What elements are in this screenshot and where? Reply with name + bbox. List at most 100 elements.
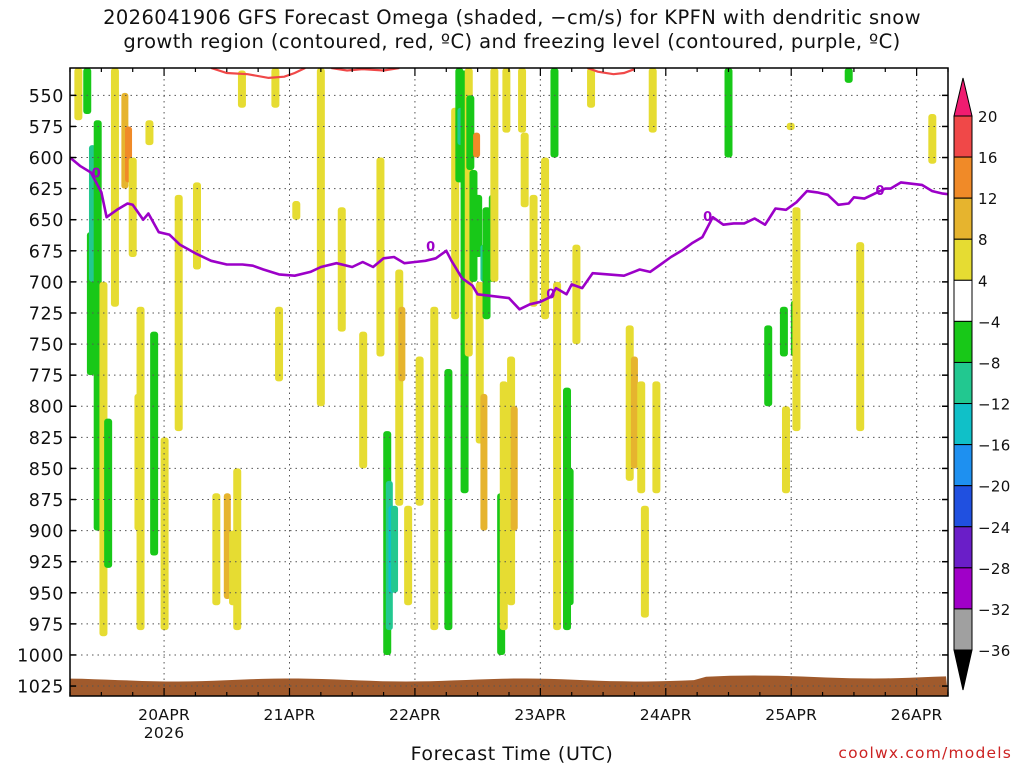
freezing-level-label: 0	[876, 184, 885, 199]
dendritic-contour-1	[331, 68, 400, 72]
omega-streak-71	[630, 356, 638, 469]
colorbar-cell	[953, 320, 973, 363]
omega-streak-12	[136, 306, 145, 631]
omega-streak-25	[292, 201, 301, 220]
colorbar-label: −16	[978, 437, 1011, 455]
omega-streak-35	[398, 306, 406, 382]
y-tick-label: 950	[29, 584, 64, 604]
y-tick-label: 925	[29, 553, 64, 573]
y-tick-label: 575	[29, 118, 64, 138]
dendritic-contour-0	[210, 68, 306, 80]
colorbar-label: −20	[978, 478, 1011, 496]
omega-streak-7	[110, 68, 119, 307]
colorbar-cell	[953, 567, 973, 610]
freezing-level-contour: 0 0 0 0 0	[70, 156, 948, 311]
omega-shading	[74, 68, 937, 655]
omega-streak-61	[520, 132, 529, 208]
omega-streak-45	[466, 95, 475, 170]
dendritic-contour-2	[587, 68, 635, 76]
x-axis-label: Forecast Time (UTC)	[410, 743, 614, 765]
colorbar-label: 20	[978, 108, 998, 126]
x-tick-label: 23APR	[514, 706, 566, 724]
colorbar-label: 4	[978, 272, 988, 290]
colorbar-cell	[953, 197, 973, 240]
omega-streak-10	[128, 157, 137, 258]
omega-streak-84	[844, 68, 853, 83]
omega-streak-60	[518, 68, 527, 133]
y-tick-label: 625	[29, 180, 64, 200]
omega-streak-54	[490, 68, 499, 282]
omega-streak-57	[502, 68, 511, 133]
chart-title: 2026041906 GFS Forecast Omega (shaded, −…	[0, 6, 1024, 54]
x-tick-label: 26APR	[891, 706, 943, 724]
y-tick-label: 825	[29, 429, 64, 449]
colorbar-label: −8	[978, 354, 1001, 372]
omega-streak-28	[359, 331, 368, 469]
colorbar-label: −28	[978, 560, 1011, 578]
y-tick-label: 875	[29, 491, 64, 511]
omega-streak-16	[174, 194, 183, 432]
colorbar-label: −36	[978, 642, 1011, 660]
omega-streak-39	[444, 368, 453, 631]
colorbar-cell	[953, 608, 973, 651]
y-tick-label: 650	[29, 211, 64, 231]
omega-streak-36	[404, 505, 413, 606]
credit-link[interactable]: coolwx.com/models	[838, 744, 1012, 762]
omega-streak-74	[652, 381, 661, 494]
omega-streak-73	[640, 505, 649, 618]
y-tick-label: 975	[29, 615, 64, 635]
colorbar-cell	[953, 526, 973, 569]
y-tick-label: 750	[29, 336, 64, 356]
x-tick-label: 20APR	[138, 706, 190, 724]
omega-streak-13	[145, 120, 154, 146]
y-tick-label: 1000	[17, 646, 64, 666]
omega-streak-6	[104, 418, 113, 568]
colorbar-label: −12	[978, 396, 1011, 414]
colorbar-label: −4	[978, 313, 1001, 331]
x-tick-label: 24APR	[640, 706, 692, 724]
x-year-label: 2026	[144, 724, 185, 742]
omega-streak-72	[637, 381, 646, 494]
omega-streak-17	[192, 182, 201, 270]
omega-streak-37	[415, 356, 424, 506]
omega-streak-63	[541, 157, 550, 320]
omega-streak-62	[529, 194, 538, 307]
omega-streak-67	[565, 468, 574, 606]
omega-streak-47	[473, 132, 481, 158]
omega-streak-75	[648, 68, 657, 133]
omega-streak-52	[482, 207, 491, 320]
omega-streak-56	[499, 381, 508, 631]
colorbar-cell	[953, 444, 973, 487]
freezing-level-label: 0	[546, 287, 555, 302]
omega-streak-0	[74, 68, 83, 121]
colorbar-top-arrow	[953, 77, 973, 117]
omega-streak-14	[150, 331, 159, 556]
omega-streak-29	[376, 157, 385, 357]
colorbar-cell	[953, 403, 973, 446]
grid-lines	[70, 68, 948, 696]
x-axis: 20APR 21APR 22APR 23APR 24APR 25APR 26APR 2026	[69, 68, 949, 742]
colorbar-label: 8	[978, 231, 988, 249]
omega-streak-34	[395, 269, 404, 506]
omega-streak-15	[160, 437, 169, 631]
omega-streak-23	[271, 68, 280, 108]
y-tick-label: 900	[29, 522, 64, 542]
y-tick-label: 775	[29, 367, 64, 387]
omega-streak-33	[391, 505, 399, 593]
omega-streak-22	[237, 70, 246, 108]
omega-streak-26	[316, 68, 325, 407]
colorbar: 20 16 12 8 4 −4 −8 −12 −16 −20 −24 −28 −32 −36	[953, 77, 1011, 691]
y-tick-label: 675	[29, 242, 64, 262]
y-tick-label: 800	[29, 398, 64, 418]
omega-streak-80	[781, 406, 790, 494]
freezing-level-label: 0	[703, 210, 712, 225]
freezing-level-label: 0	[426, 240, 435, 255]
freezing-level-line	[70, 156, 948, 311]
y-tick-label: 550	[29, 87, 64, 107]
title-line-1: 2026041906 GFS Forecast Omega (shaded, −…	[103, 6, 921, 29]
omega-streak-21	[233, 468, 242, 631]
y-tick-label: 850	[29, 460, 64, 480]
colorbar-cell	[953, 156, 973, 199]
colorbar-cell	[953, 361, 973, 405]
colorbar-cell	[953, 115, 973, 158]
